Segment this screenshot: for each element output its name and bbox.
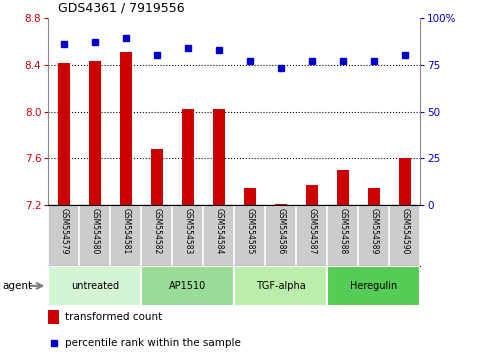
Bar <box>88 61 101 205</box>
Text: GSM554584: GSM554584 <box>214 208 223 255</box>
Text: GSM554585: GSM554585 <box>245 208 254 255</box>
Bar <box>243 188 256 205</box>
Text: GSM554581: GSM554581 <box>121 208 130 255</box>
Bar <box>234 266 327 306</box>
Text: GSM554588: GSM554588 <box>338 208 347 255</box>
Bar <box>398 159 411 205</box>
Bar <box>182 109 194 205</box>
Bar <box>151 149 163 205</box>
Text: TGF-alpha: TGF-alpha <box>256 281 306 291</box>
Text: transformed count: transformed count <box>65 312 162 322</box>
Text: GSM554586: GSM554586 <box>276 208 285 255</box>
Bar <box>274 204 287 205</box>
Text: percentile rank within the sample: percentile rank within the sample <box>65 338 241 348</box>
Bar <box>327 266 420 306</box>
Bar <box>306 185 318 205</box>
Bar <box>48 266 142 306</box>
Text: Heregulin: Heregulin <box>350 281 398 291</box>
Bar <box>48 310 59 324</box>
Text: GSM554589: GSM554589 <box>369 208 378 255</box>
Text: GSM554579: GSM554579 <box>59 208 68 255</box>
Text: agent: agent <box>2 281 32 291</box>
Text: GSM554590: GSM554590 <box>400 208 409 255</box>
Bar <box>213 109 225 205</box>
Bar <box>120 52 132 205</box>
Text: GDS4361 / 7919556: GDS4361 / 7919556 <box>58 1 185 14</box>
Bar <box>337 170 349 205</box>
Text: GSM554583: GSM554583 <box>183 208 192 255</box>
Text: GSM554580: GSM554580 <box>90 208 99 255</box>
Text: GSM554582: GSM554582 <box>152 208 161 255</box>
Text: AP1510: AP1510 <box>169 281 206 291</box>
Text: GSM554587: GSM554587 <box>307 208 316 255</box>
Text: untreated: untreated <box>71 281 119 291</box>
Bar <box>141 266 234 306</box>
Bar <box>57 63 70 205</box>
Bar <box>368 188 380 205</box>
